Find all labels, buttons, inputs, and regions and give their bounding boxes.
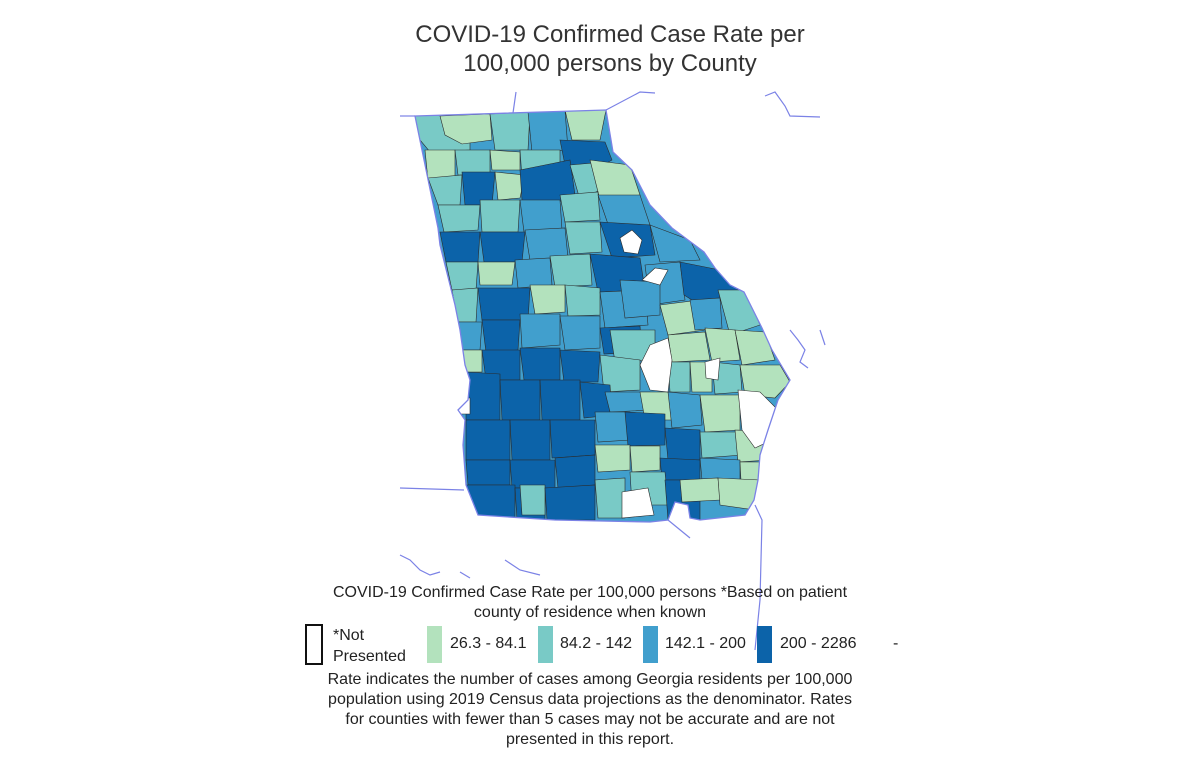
legend-trailing-mark: - (893, 635, 899, 652)
county-93 (679, 477, 721, 503)
county-35 (451, 287, 479, 323)
county-17 (437, 204, 481, 233)
county-75 (664, 427, 701, 461)
county-42 (689, 297, 723, 331)
county-78 (465, 459, 511, 486)
legend-label-not-presented-line-1: *Not (333, 627, 365, 644)
county-84 (699, 457, 741, 481)
county-79 (509, 459, 556, 489)
county-89 (544, 484, 596, 521)
county-81 (594, 444, 631, 473)
county-71 (509, 419, 551, 461)
county-not-presented (641, 267, 669, 286)
county-20 (559, 191, 601, 223)
county-68 (667, 391, 703, 429)
county-45 (481, 319, 521, 353)
county-38 (564, 284, 601, 317)
county-13 (494, 171, 526, 201)
county-23 (479, 231, 526, 263)
map-title-line-1: COVID-19 Confirmed Case Rate per (415, 21, 805, 48)
county-44 (457, 321, 483, 351)
footnote-line-4: presented in this report. (505, 731, 675, 748)
county-fills (415, 110, 790, 522)
county-94 (717, 477, 761, 511)
county-51 (704, 327, 741, 363)
county-62 (465, 371, 501, 421)
footnote-line-1: Rate indicates the number of cases among… (327, 671, 853, 688)
county-8 (454, 149, 491, 176)
legend-label-not-presented-line-2: Presented (333, 648, 406, 665)
georgia-state-outline (414, 109, 791, 523)
county-50 (667, 331, 711, 363)
legend-swatch-class-1 (427, 626, 442, 663)
map-title: COVID-19 Confirmed Case Rate per 100,000… (0, 20, 1200, 78)
county-40 (619, 279, 661, 319)
county-72 (549, 419, 596, 459)
county-25 (564, 221, 603, 255)
footnote-line-3: for counties with fewer than 5 cases may… (345, 711, 835, 728)
legend-label-class-1: 26.3 - 84.1 (450, 635, 527, 652)
county-52 (734, 329, 776, 366)
county-57 (599, 354, 641, 393)
legend-swatch-class-2 (538, 626, 553, 663)
county-63 (499, 379, 541, 421)
legend-swatch-not-presented (305, 624, 323, 665)
legend-heading-line-1: COVID-19 Confirmed Case Rate per 100,000… (332, 584, 848, 601)
county-27 (649, 224, 701, 263)
county-19 (519, 199, 563, 233)
county-70 (465, 419, 511, 461)
county-31 (549, 253, 593, 288)
legend-heading: COVID-19 Confirmed Case Rate per 100,000… (290, 583, 890, 623)
county-90 (594, 477, 626, 519)
county-not-presented (619, 229, 643, 255)
map-title-line-2: 100,000 persons by County (463, 50, 757, 77)
county-3 (489, 111, 531, 151)
county-83 (659, 457, 701, 481)
county-61 (739, 364, 790, 399)
neighbor-state-borders (399, 91, 826, 651)
legend-heading-line-2: county of residence when known (473, 604, 707, 621)
county-56 (559, 349, 601, 383)
county-73 (594, 411, 631, 443)
legend-swatch-class-3 (643, 626, 658, 663)
county-5 (564, 110, 607, 141)
county-47 (559, 315, 601, 351)
county-not-presented (621, 487, 655, 519)
county-46 (519, 313, 561, 349)
county-82 (629, 445, 661, 473)
county-30 (514, 257, 553, 289)
county-22 (439, 231, 481, 263)
county-not-presented (704, 357, 721, 381)
county-7 (424, 149, 456, 181)
legend-label-class-3: 142.1 - 200 (665, 635, 746, 652)
legend-swatch-class-4 (757, 626, 772, 663)
county-not-presented (639, 337, 673, 393)
county-29 (477, 261, 516, 286)
county-88 (519, 484, 546, 516)
footnote: Rate indicates the number of cases among… (290, 670, 890, 750)
county-9 (489, 149, 521, 171)
county-74 (624, 411, 666, 447)
county-69 (699, 394, 741, 433)
county-80 (554, 454, 596, 489)
county-64 (539, 379, 581, 421)
county-18 (479, 199, 521, 233)
legend-label-class-2: 84.2 - 142 (560, 635, 633, 652)
county-55 (519, 347, 561, 381)
county-37 (529, 284, 566, 315)
footnote-line-2: population using 2019 Census data projec… (328, 691, 852, 708)
legend-label-class-4: 200 - 2286 (780, 635, 857, 652)
